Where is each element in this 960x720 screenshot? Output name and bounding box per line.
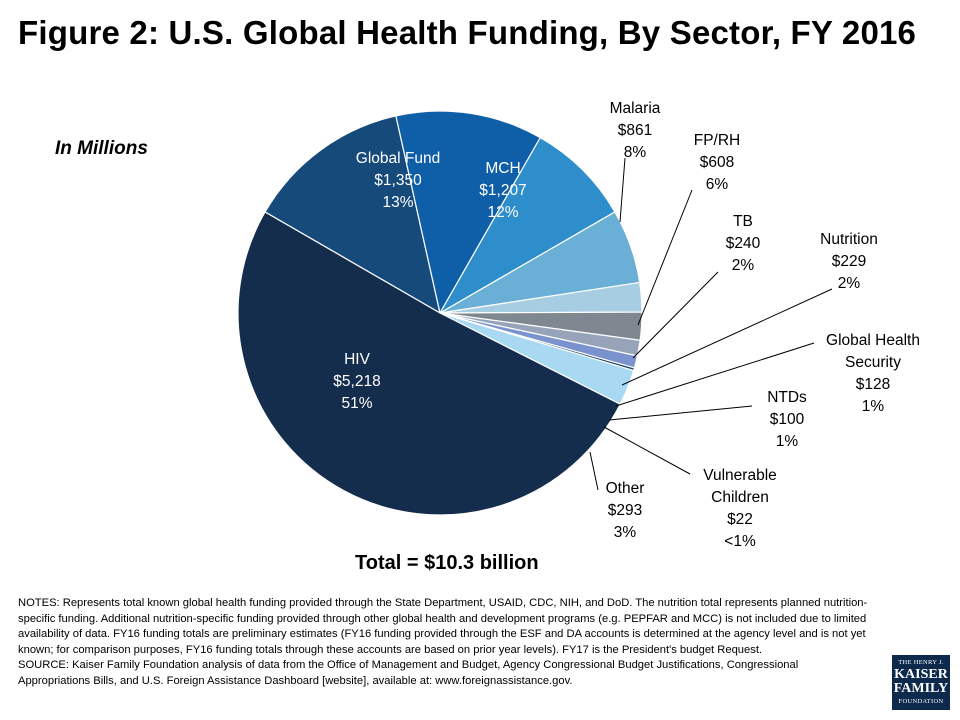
slice-percent: 51% [341, 395, 372, 412]
leader-line-nutrition [621, 288, 833, 386]
slice-label-global-fund: Global Fund $1,350 13% [356, 150, 440, 211]
notes-text: NOTES: Represents total known global hea… [18, 597, 868, 656]
slice-percent: 3% [614, 524, 637, 541]
slice-name: Other [606, 480, 645, 497]
slice-label-fp-rh: FP/RH $608 6% [637, 132, 741, 326]
slice-name: FP/RH [694, 132, 741, 149]
slice-label-nutrition: Nutrition $229 2% [621, 231, 878, 386]
slice-percent: 2% [838, 275, 861, 292]
footnotes: NOTES: Represents total known global hea… [18, 596, 868, 690]
slice-amount: $22 [727, 511, 753, 528]
leader-line-vulnerable-children [603, 426, 691, 475]
slice-percent: <1% [724, 533, 756, 550]
slice-amount: $861 [618, 122, 652, 139]
pie-slice-malaria [438, 136, 616, 315]
slice-name: Malaria [610, 100, 661, 117]
leader-line-ntds [608, 405, 753, 421]
slice-percent: 12% [487, 204, 518, 221]
slice-label-malaria: Malaria $861 8% [610, 100, 661, 223]
slice-name: NTDs [767, 389, 807, 406]
slice-label-global-health-security: Global Health Security $128 1% [615, 332, 920, 415]
leader-line-fp-rh [637, 189, 693, 326]
slice-percent: 1% [776, 433, 799, 450]
slice-label-ntds: NTDs $100 1% [608, 389, 807, 450]
slice-label-hiv: HIV $5,218 51% [333, 351, 380, 412]
slice-label-tb: TB $240 2% [632, 213, 761, 359]
slice-label-mch: MCH $1,207 12% [479, 160, 526, 221]
leader-line-tb [632, 271, 719, 359]
slice-amount: $293 [608, 502, 642, 519]
slice-label-other: Other $293 3% [589, 451, 645, 541]
slice-percent: 13% [382, 194, 413, 211]
pie-slice-mch [395, 110, 542, 315]
slice-percent: 8% [624, 144, 647, 161]
total-label: Total = $10.3 billion [355, 552, 539, 574]
slice-name: Nutrition [820, 231, 878, 248]
slice-amount: $100 [770, 411, 805, 428]
chart-title: Figure 2: U.S. Global Health Funding, By… [18, 14, 917, 51]
slice-amount: $1,350 [374, 172, 422, 189]
slice-percent: 1% [862, 398, 885, 415]
slice-name: MCH [485, 160, 520, 177]
slice-amount: $5,218 [333, 373, 380, 390]
pie-slice-hiv [237, 211, 622, 516]
kff-logo: THE HENRY J. KAISER FAMILY FOUNDATION [892, 655, 950, 710]
slice-amount: $128 [856, 376, 890, 393]
pie-slice-global-fund [264, 115, 441, 315]
units-label: In Millions [55, 138, 148, 159]
slice-name: Security [845, 354, 901, 371]
slice-amount: $608 [700, 154, 734, 171]
slice-name: Children [711, 489, 769, 506]
slice-percent: 2% [732, 257, 755, 274]
slice-name: HIV [344, 351, 371, 368]
slice-name: Global Fund [356, 150, 440, 167]
pie-chart: Global Fund $1,350 13% MCH $1,207 12% Malaria $… [237, 100, 920, 550]
slice-name: Global Health [826, 332, 920, 349]
slice-amount: $229 [832, 253, 866, 270]
leader-line-other [589, 451, 599, 491]
slice-percent: 6% [706, 176, 729, 193]
slice-name: Vulnerable [703, 467, 777, 484]
slice-amount: $240 [726, 235, 761, 252]
source-text: SOURCE: Kaiser Family Foundation analysi… [18, 659, 799, 687]
slice-label-vulnerable-children: Vulnerable Children $22 <1% [603, 426, 777, 550]
slice-amount: $1,207 [479, 182, 526, 199]
leader-line-malaria [619, 157, 626, 223]
leader-line-global-health-security [615, 342, 815, 407]
slice-name: TB [733, 213, 753, 230]
